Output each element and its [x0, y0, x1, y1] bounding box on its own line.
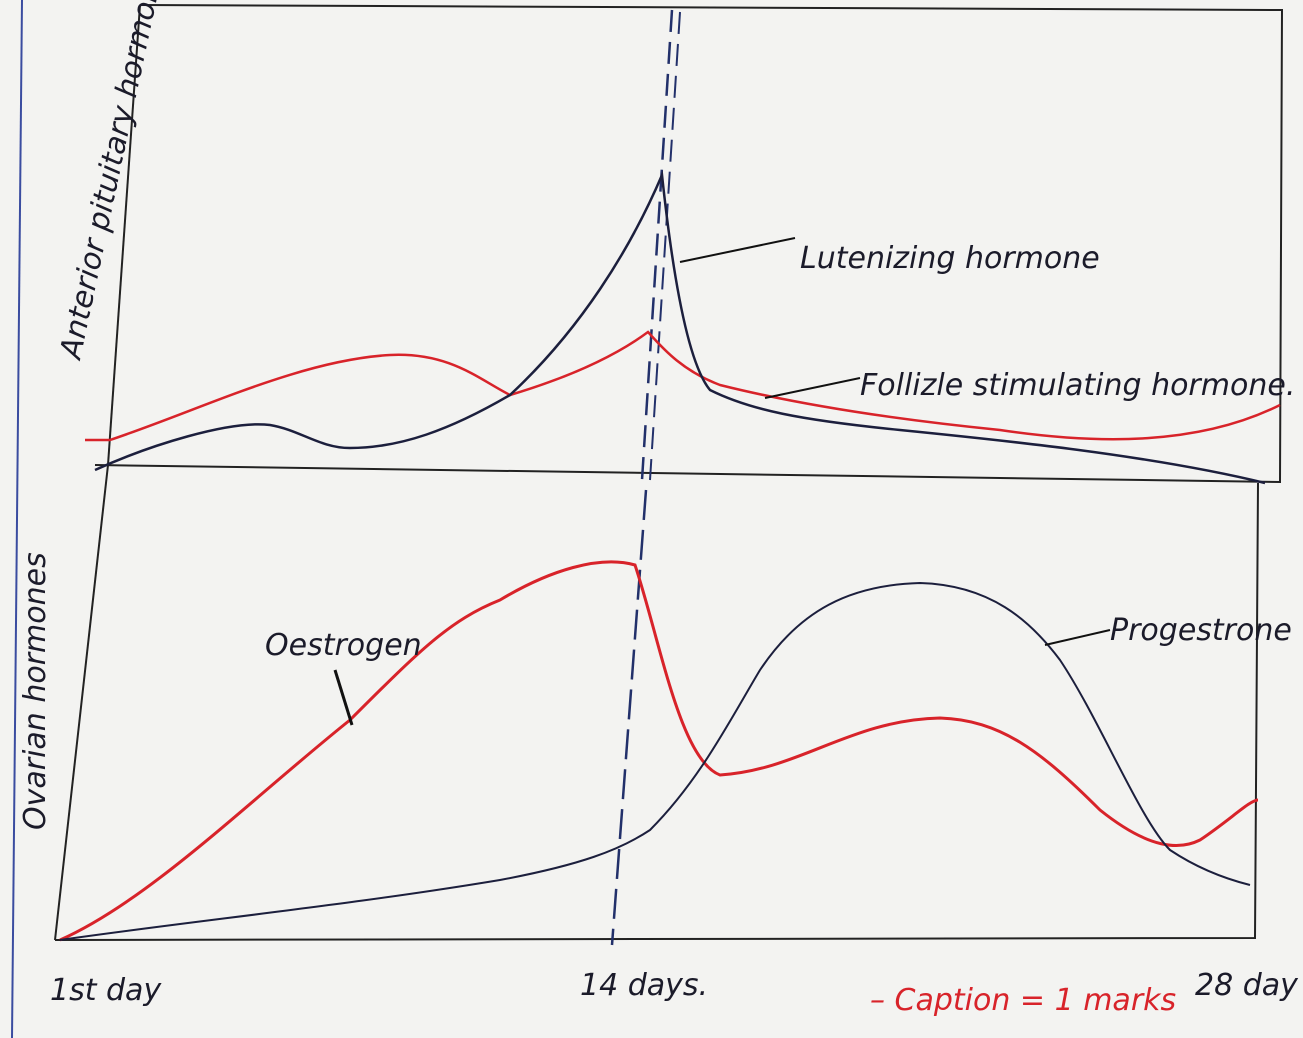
curve-label: Follizle stimulating hormone.: [860, 368, 1295, 403]
curve-label: Progestrone: [1110, 613, 1292, 648]
caption: – Caption = 1 marks: [870, 983, 1176, 1018]
curve-label: Lutenizing hormone: [800, 241, 1100, 276]
x-label: 1st day: [50, 973, 162, 1008]
axis-label: Ovarian hormones: [18, 552, 53, 830]
page: {"top_panel": {"axis_label": "Anterior p…: [0, 0, 1303, 1038]
x-label: 28 day: [1195, 968, 1299, 1003]
paper: [0, 0, 1303, 1038]
curve-label: Oestrogen: [265, 628, 422, 663]
diagram: Anterior pituitary hormone, Ovarian horm…: [0, 0, 1303, 1038]
x-label: 14 days.: [580, 968, 708, 1003]
